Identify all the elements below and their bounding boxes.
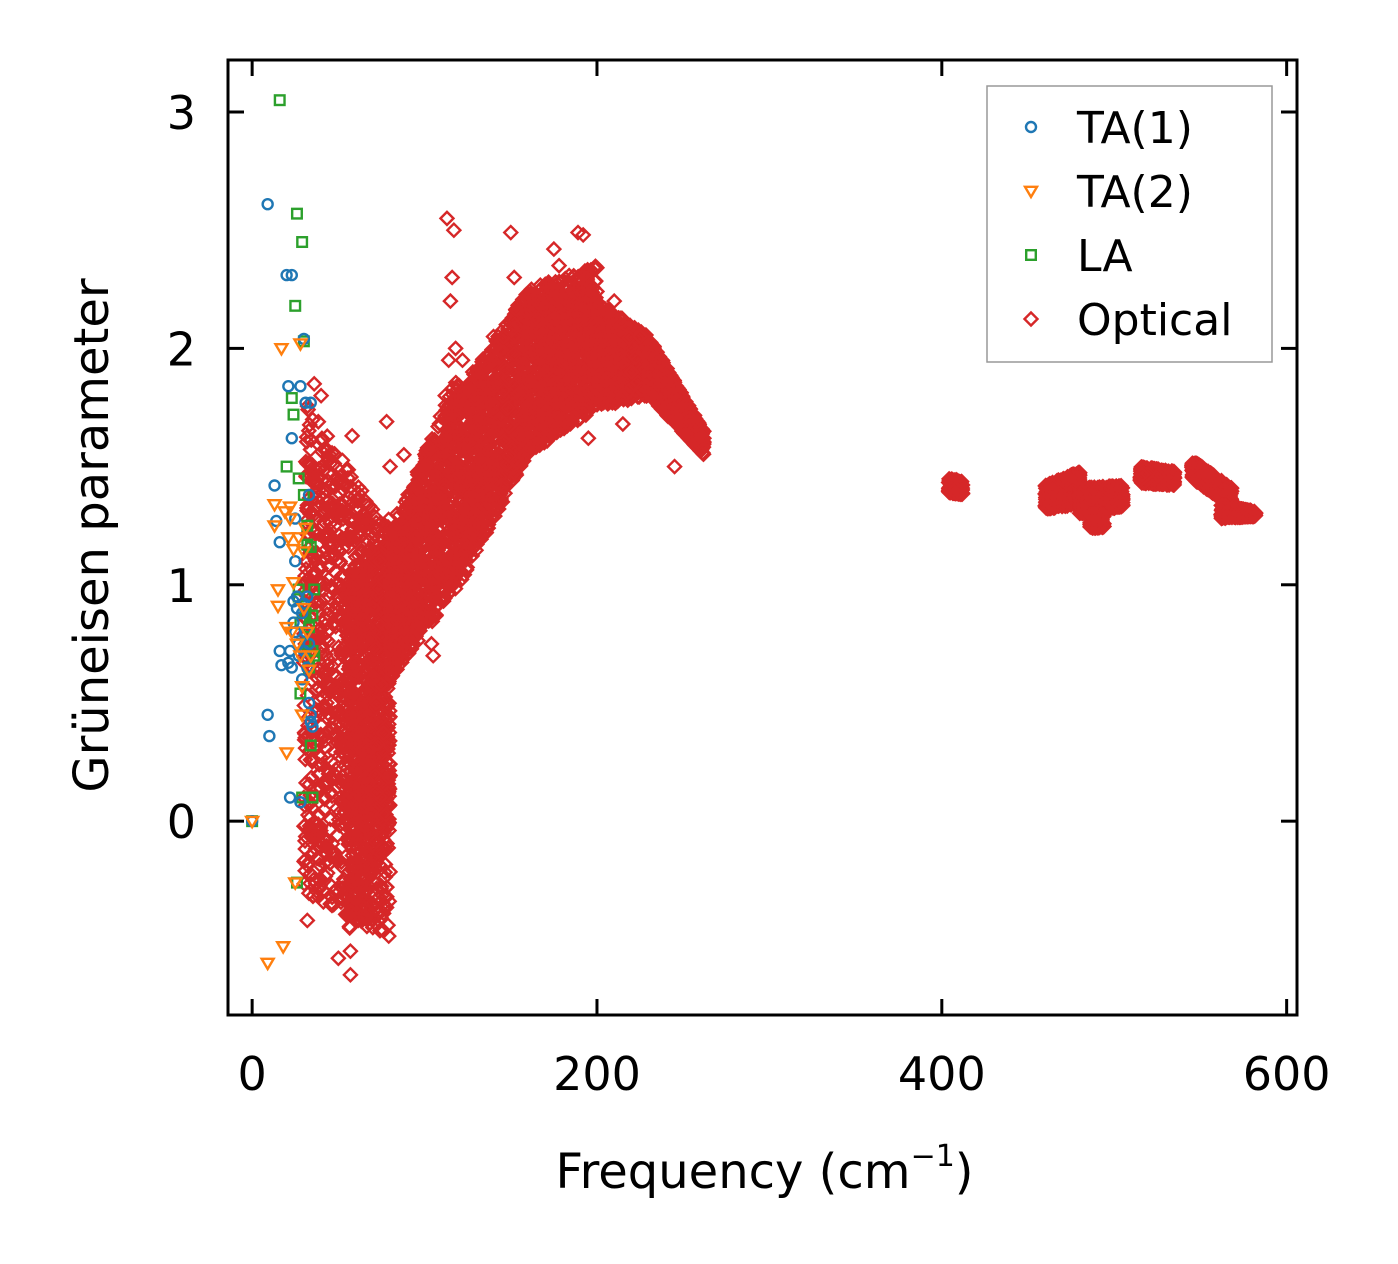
point-optical [334, 529, 351, 547]
point-optical [296, 697, 313, 714]
point-optical [348, 525, 365, 542]
plot-area [244, 94, 1264, 984]
point-optical [325, 845, 343, 862]
point-optical [381, 863, 399, 881]
point-optical [307, 875, 324, 892]
point-optical [325, 693, 343, 710]
point-optical [349, 493, 366, 510]
point-optical [300, 885, 318, 902]
point-optical [364, 910, 381, 927]
point-optical [301, 416, 318, 434]
point-optical [295, 853, 313, 870]
point-optical [299, 397, 316, 415]
point-optical [329, 589, 346, 606]
point-optical [358, 516, 375, 534]
point-optical [341, 902, 359, 920]
point-optical [314, 638, 332, 655]
point-optical [360, 749, 377, 766]
point-optical [340, 836, 357, 853]
point-optical [305, 548, 322, 565]
point-optical [317, 868, 334, 885]
point-optical [321, 533, 338, 551]
point-optical [340, 461, 357, 478]
point-optical [328, 727, 346, 744]
point-optical [321, 536, 339, 554]
point-optical [302, 441, 319, 458]
point-optical [317, 789, 335, 807]
point-optical [334, 472, 351, 490]
point-optical [380, 927, 397, 945]
point-optical [317, 611, 334, 628]
point-optical [318, 709, 335, 726]
point-optical [324, 895, 341, 913]
point-optical [327, 546, 344, 563]
point-optical [340, 744, 357, 761]
point-optical [312, 749, 330, 766]
point-optical [295, 818, 313, 835]
point-optical [328, 667, 345, 685]
point-optical [324, 495, 341, 512]
point-optical [334, 452, 351, 469]
point-optical [303, 575, 321, 593]
point-optical [347, 548, 364, 566]
point-optical [306, 821, 324, 839]
point-optical [309, 547, 326, 564]
point-optical [335, 475, 353, 493]
point-optical [323, 787, 341, 805]
point-optical [323, 577, 340, 595]
point-optical [364, 501, 381, 518]
point-optical [302, 731, 320, 748]
point-optical [299, 857, 316, 874]
point-optical [311, 820, 329, 837]
point-optical [304, 888, 322, 905]
point-optical [322, 811, 339, 828]
point-optical [318, 853, 335, 870]
point-optical [308, 499, 326, 517]
point-optical [327, 882, 344, 899]
point-optical [303, 463, 320, 481]
series-optical [295, 210, 1264, 984]
point-optical [321, 608, 339, 625]
point-optical [334, 510, 352, 528]
point-optical [316, 843, 334, 861]
point-optical [309, 702, 326, 719]
point-optical [317, 576, 335, 593]
point-optical [322, 522, 340, 539]
point-optical [358, 497, 375, 514]
point-optical [350, 500, 368, 517]
point-optical [366, 892, 384, 910]
point-optical [319, 774, 337, 792]
point-optical [371, 888, 388, 906]
point-optical [353, 482, 370, 499]
point-optical [301, 809, 319, 826]
point-optical [332, 816, 350, 833]
point-optical [379, 816, 397, 833]
point-optical [306, 506, 323, 523]
point-optical [328, 552, 345, 570]
point-optical [318, 482, 336, 500]
point-optical [378, 899, 395, 916]
point-optical [297, 453, 315, 470]
point-optical [305, 829, 322, 846]
point-optical [314, 756, 331, 773]
point-optical [329, 687, 347, 705]
point-optical [371, 922, 389, 939]
point-optical [359, 903, 377, 921]
point-optical [325, 755, 343, 773]
point-optical [361, 497, 378, 515]
point-optical [310, 413, 327, 430]
point-optical [297, 774, 315, 792]
